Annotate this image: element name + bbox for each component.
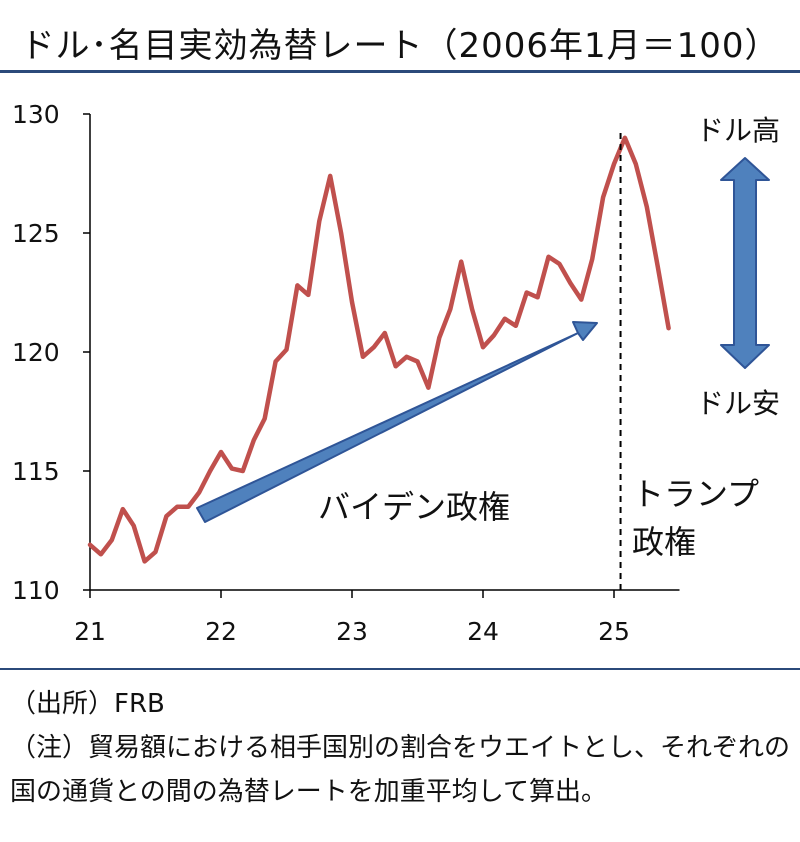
data-point	[231, 468, 233, 470]
data-point	[548, 256, 549, 258]
data-point	[471, 308, 473, 310]
data-point	[340, 232, 342, 234]
source-note: （出所）FRB	[10, 689, 165, 719]
data-point	[635, 163, 637, 165]
data-point	[384, 332, 386, 334]
data-point	[613, 163, 615, 165]
data-point	[602, 196, 604, 198]
data-point	[515, 325, 517, 327]
data-point	[526, 292, 528, 293]
data-point	[253, 439, 255, 441]
data-point	[144, 560, 146, 562]
data-point	[329, 175, 331, 177]
title-divider	[0, 70, 800, 73]
data-point	[296, 284, 298, 286]
data-point	[89, 544, 91, 546]
data-point	[318, 220, 320, 222]
data-point	[351, 301, 353, 303]
data-point	[580, 299, 582, 301]
biden-trend-arrow	[196, 321, 598, 523]
data-point	[264, 418, 266, 420]
data-point	[558, 263, 560, 265]
trump-label-line2: 政権	[632, 523, 696, 561]
x-tick-label: 25	[598, 617, 630, 646]
data-point	[537, 296, 539, 298]
data-point	[307, 294, 309, 296]
chart: 110 115 120 125 130 21 22 23 24 25 バイデン政権 トランプ 政権…	[12, 100, 780, 646]
data-point	[187, 506, 189, 508]
method-note-line2: 国の通貨との間の為替レートを加重平均して算出。	[10, 777, 607, 807]
data-point	[449, 308, 451, 310]
data-point	[176, 506, 178, 508]
data-point	[646, 206, 648, 208]
data-point	[395, 365, 397, 367]
data-point	[417, 361, 418, 362]
data-point	[482, 346, 484, 348]
data-point	[111, 539, 113, 541]
data-point	[569, 282, 571, 284]
data-point	[220, 451, 222, 453]
method-note-line1: （注）貿易額における相手国別の割合をウエイトとし、それぞれの	[10, 733, 791, 763]
data-point	[406, 356, 408, 358]
y-tick-label: 115	[12, 457, 60, 486]
data-point	[591, 258, 593, 260]
data-point	[122, 508, 124, 510]
data-point	[493, 334, 495, 336]
data-point	[504, 318, 506, 320]
x-tick-label: 24	[467, 617, 499, 646]
x-tick-label: 22	[205, 617, 237, 646]
y-tick-label: 110	[12, 576, 60, 605]
data-point	[100, 553, 102, 555]
data-point	[209, 470, 211, 472]
chart-ticks: 110 115 120 125 130 21 22 23 24 25	[12, 100, 630, 646]
x-tick-label: 21	[74, 617, 106, 646]
data-point	[242, 470, 244, 472]
data-point	[668, 327, 670, 329]
dollar-high-low-arrow	[720, 157, 770, 369]
dollar-high-label: ドル高	[696, 114, 780, 147]
data-point	[362, 356, 364, 358]
y-tick-label: 130	[12, 100, 60, 129]
y-tick-label: 125	[12, 219, 60, 248]
data-point	[133, 525, 135, 527]
data-point	[198, 491, 200, 493]
data-point	[286, 349, 287, 351]
data-point	[427, 387, 429, 389]
biden-label: バイデン政権	[318, 488, 510, 526]
data-point	[373, 346, 375, 348]
footer-divider	[0, 668, 800, 670]
data-point	[438, 337, 440, 339]
data-point	[275, 361, 277, 362]
data-point	[460, 261, 462, 263]
dollar-low-label: ドル安	[696, 387, 780, 420]
x-tick-label: 23	[336, 617, 368, 646]
trump-label-line1: トランプ	[632, 475, 759, 513]
chart-notes: （出所）FRB （注）貿易額における相手国別の割合をウエイトとし、それぞれの 国…	[10, 682, 795, 814]
chart-title: ドル･名目実効為替レート（2006年1月＝100）	[20, 26, 780, 66]
y-tick-label: 120	[12, 338, 60, 367]
data-point	[624, 137, 626, 139]
data-point	[165, 515, 167, 517]
data-point	[657, 265, 659, 267]
series-line	[87, 135, 671, 564]
data-point	[155, 551, 156, 553]
chart-series	[87, 135, 671, 564]
